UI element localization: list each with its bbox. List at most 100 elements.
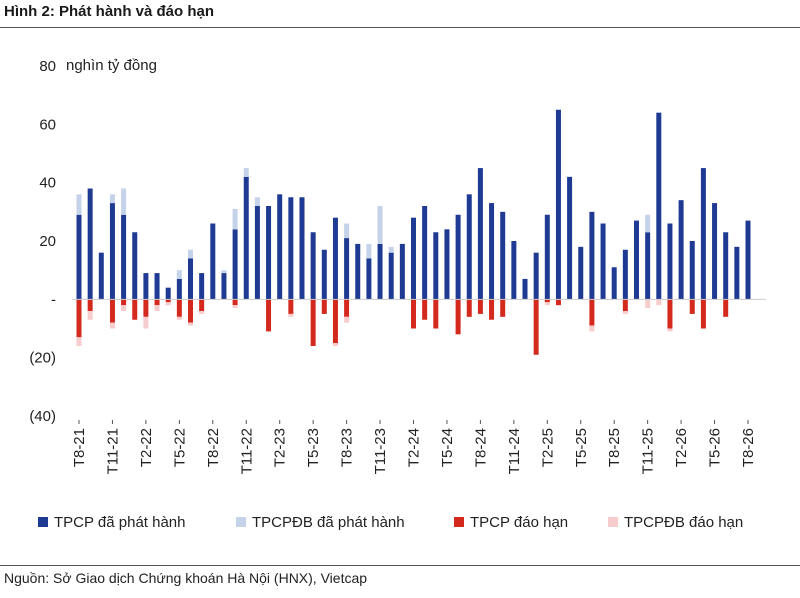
bar-tpcp-issued xyxy=(76,214,82,300)
bar-tpcp-matured xyxy=(288,299,294,314)
legend-tpcpdb-matured-swatch xyxy=(608,517,618,527)
bar-tpcp-issued xyxy=(188,258,193,300)
x-tick-label: T8-26 xyxy=(740,428,757,467)
bar-tpcp-issued xyxy=(489,203,495,300)
bar-tpcp-issued xyxy=(466,194,472,300)
bar-tpcp-issued xyxy=(288,197,294,300)
bar-tpcp-issued xyxy=(411,217,416,300)
x-tick-label: T11-24 xyxy=(506,428,523,474)
bar-tpcp-issued xyxy=(745,220,751,300)
bar-tpcp-matured xyxy=(700,299,706,329)
bar-tpcp-matured xyxy=(199,299,205,311)
x-tick-label: T2-24 xyxy=(406,428,423,467)
legend-tpcp-matured-swatch xyxy=(454,517,464,527)
x-tick-label: T5-24 xyxy=(439,428,456,467)
bar-tpcp-issued xyxy=(254,206,260,300)
bar-tpcp-issued xyxy=(723,232,729,300)
bar-tpcp-matured xyxy=(667,299,673,329)
bar-tpcp-issued xyxy=(544,214,550,300)
bar-tpcpdb-matured xyxy=(165,302,171,306)
bar-tpcp-matured xyxy=(188,299,193,323)
bar-tpcp-issued xyxy=(377,243,383,300)
figure-title: Hình 2: Phát hành và đáo hạn xyxy=(4,3,215,20)
bar-tpcp-issued xyxy=(444,229,450,300)
bar-tpcp-issued xyxy=(310,232,316,300)
x-tick-label: T5-25 xyxy=(573,428,590,467)
bar-tpcp-issued xyxy=(734,246,740,300)
bar-tpcpdb-issued xyxy=(243,168,249,177)
bar-tpcp-matured xyxy=(500,299,506,317)
bar-tpcpdb-matured xyxy=(188,322,193,326)
bar-tpcp-issued xyxy=(332,217,338,300)
x-tick-label: T2-25 xyxy=(539,428,556,467)
bar-tpcp-matured xyxy=(344,299,350,317)
bar-tpcp-matured xyxy=(422,299,428,320)
bar-tpcp-issued xyxy=(388,252,394,300)
bar-tpcp-matured xyxy=(132,299,138,320)
bar-tpcp-issued xyxy=(143,273,149,300)
bar-tpcp-issued xyxy=(589,211,595,300)
bar-tpcp-matured xyxy=(121,299,127,306)
bar-tpcp-issued xyxy=(667,223,673,300)
bar-tpcp-matured xyxy=(555,299,561,306)
legend-tpcp-issued-swatch xyxy=(38,517,48,527)
bar-tpcp-matured xyxy=(87,299,93,311)
bar-tpcpdb-matured xyxy=(645,299,651,309)
bar-tpcp-matured xyxy=(489,299,495,320)
x-tick-label: T2-26 xyxy=(673,428,690,467)
x-axis-ticks: T8-21 T11-21 T2-22 T5-22 T8-22 T11-22 T2-23 T5-… xyxy=(71,420,757,474)
x-tick-label: T5-26 xyxy=(707,428,724,467)
x-tick-label: T8-23 xyxy=(339,428,356,467)
bars xyxy=(76,109,751,355)
bar-tpcpdb-matured xyxy=(589,325,595,332)
bar-tpcpdb-issued xyxy=(254,197,260,206)
bar-tpcp-matured xyxy=(176,299,182,317)
bar-tpcp-matured xyxy=(544,299,550,303)
bar-tpcp-matured xyxy=(455,299,461,335)
bar-tpcpdb-matured xyxy=(87,311,93,320)
bar-tpcp-issued xyxy=(700,168,706,300)
bar-tpcp-issued xyxy=(221,273,227,300)
x-tick-label: T11-22 xyxy=(238,428,255,474)
source-note: Nguồn: Sở Giao dịch Chứng khoán Hà Nội (… xyxy=(4,570,368,586)
y-tick-label: 40 xyxy=(39,175,56,192)
bar-tpcp-matured xyxy=(433,299,439,329)
bar-tpcp-issued xyxy=(622,249,628,300)
bar-tpcp-issued xyxy=(645,232,651,300)
y-axis-label: nghìn tỷ đồng xyxy=(66,57,157,74)
bar-tpcp-matured xyxy=(232,299,238,306)
bar-tpcpdb-issued xyxy=(76,194,82,215)
bar-tpcp-issued xyxy=(399,243,405,300)
bar-tpcp-issued xyxy=(678,200,684,300)
bar-tpcpdb-issued xyxy=(232,208,238,230)
bar-tpcp-issued xyxy=(611,267,617,300)
bar-tpcp-issued xyxy=(433,232,439,300)
bar-tpcp-issued xyxy=(656,112,662,300)
bar-tpcp-matured xyxy=(466,299,472,317)
bar-tpcp-matured xyxy=(589,299,595,326)
bar-tpcp-issued xyxy=(500,211,506,300)
bar-tpcp-issued xyxy=(277,194,283,300)
x-tick-label: T2-22 xyxy=(138,428,155,467)
bar-tpcpdb-issued xyxy=(121,188,127,215)
bar-tpcp-matured xyxy=(477,299,483,314)
bar-tpcp-issued xyxy=(98,252,104,300)
bar-tpcp-issued xyxy=(132,232,138,300)
bar-tpcpdb-matured xyxy=(176,316,182,320)
bar-tpcp-issued xyxy=(522,278,528,300)
bar-tpcpdb-matured xyxy=(288,313,294,317)
bar-tpcp-matured xyxy=(310,299,316,346)
bar-tpcp-matured xyxy=(622,299,628,311)
legend-tpcpdb-matured-label: TPCPĐB đáo hạn xyxy=(624,514,743,531)
bar-tpcpdb-issued xyxy=(344,223,350,239)
bar-tpcpdb-matured xyxy=(667,328,673,332)
title-divider xyxy=(0,27,800,28)
y-tick-label: (20) xyxy=(29,350,56,367)
bar-tpcp-matured xyxy=(332,299,338,344)
bar-tpcp-issued xyxy=(578,246,584,300)
bar-tpcp-matured xyxy=(76,299,82,338)
y-tick-label: 80 xyxy=(39,58,56,75)
bar-tpcpdb-matured xyxy=(143,316,149,329)
bar-tpcpdb-issued xyxy=(109,194,115,204)
bar-tpcp-issued xyxy=(555,109,561,300)
